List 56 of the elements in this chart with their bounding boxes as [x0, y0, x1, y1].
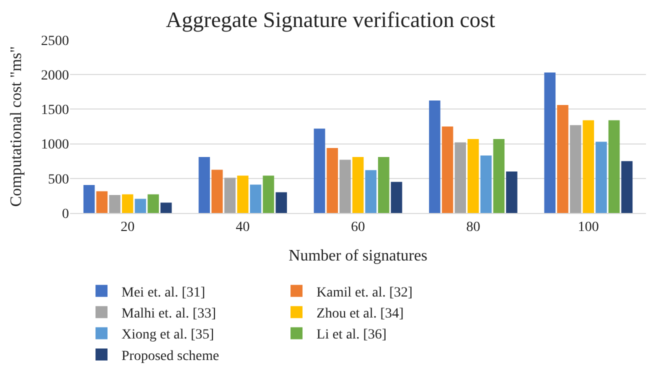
x-tick-label: 60	[351, 220, 365, 235]
bar	[148, 194, 159, 213]
bar	[621, 161, 633, 213]
bar	[250, 184, 262, 213]
bar	[557, 105, 568, 213]
x-axis-title: Number of signatures	[288, 248, 428, 264]
bar	[211, 170, 223, 213]
bar	[314, 128, 326, 213]
bar	[429, 100, 440, 213]
legend-label: Proposed scheme	[122, 348, 220, 364]
y-tick-label: 1000	[41, 138, 69, 153]
bar	[109, 195, 120, 213]
bar	[276, 192, 287, 213]
bar	[96, 191, 108, 213]
legend-label: Zhou et al. [34]	[316, 306, 404, 322]
bar	[506, 171, 518, 213]
bar	[442, 126, 454, 213]
x-tick-label: 40	[236, 220, 250, 235]
bar	[582, 120, 594, 213]
legend-label: Malhi et. al. [33]	[122, 306, 216, 322]
bar	[83, 184, 95, 213]
bar	[224, 178, 236, 213]
y-axis-title: Computational cost "ms"	[8, 46, 25, 207]
y-tick-label: 500	[48, 172, 69, 188]
legend-label: Xiong et al. [35]	[122, 328, 214, 343]
bar	[340, 160, 351, 213]
bar	[365, 170, 376, 213]
bar	[262, 176, 274, 213]
x-tick-label: 20	[120, 220, 135, 235]
legend-label: Li et al. [36]	[316, 328, 387, 343]
x-tick-label: 100	[578, 220, 599, 235]
y-tick-label: 0	[62, 206, 69, 222]
y-tick-label: 2000	[41, 68, 69, 84]
bar	[608, 120, 620, 213]
bar	[352, 156, 364, 213]
chart-title: Aggregate Signature verification cost	[166, 6, 496, 32]
legend-label: Mei et. al. [31]	[122, 285, 206, 300]
x-tick-label: 80	[466, 220, 480, 235]
bar	[237, 176, 248, 213]
bar	[390, 182, 402, 213]
bar	[493, 138, 505, 213]
bar	[544, 72, 556, 213]
bar	[468, 138, 479, 213]
bar	[122, 194, 134, 213]
y-tick-label: 2500	[41, 34, 69, 49]
legend-label: Kamil et. al. [32]	[316, 285, 413, 300]
bar	[570, 125, 582, 213]
y-tick-label: 1500	[41, 103, 69, 118]
bar	[480, 156, 492, 213]
bar	[454, 142, 466, 213]
bar	[134, 198, 146, 213]
bar	[596, 142, 607, 213]
bar	[160, 202, 172, 213]
bar	[198, 156, 210, 213]
bar	[326, 148, 338, 213]
bar	[378, 156, 390, 213]
